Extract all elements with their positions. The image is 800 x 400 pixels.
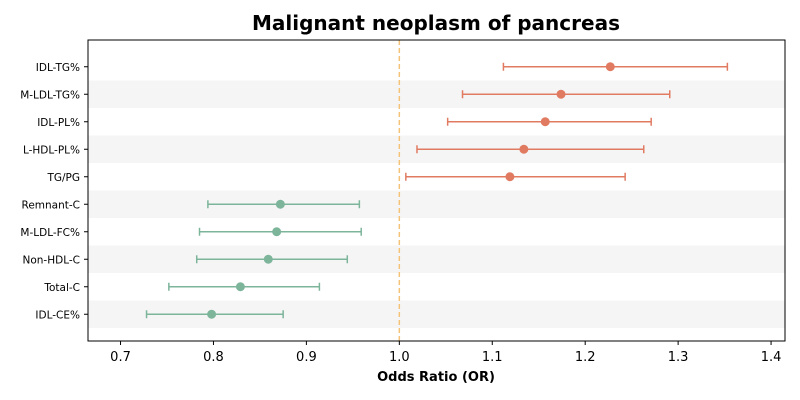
data-marks — [145, 62, 729, 319]
or-point — [556, 89, 566, 99]
or-point — [272, 227, 282, 237]
x-tick-label: 1.2 — [575, 350, 596, 365]
x-tick-label: 1.0 — [389, 350, 410, 365]
x-axis-label: Odds Ratio (OR) — [377, 370, 495, 385]
y-tick-label: IDL-TG% — [36, 62, 80, 74]
x-tick-label: 1.1 — [482, 350, 503, 365]
or-point — [207, 309, 217, 319]
row-bands — [88, 80, 785, 328]
or-point — [519, 144, 529, 154]
x-tick-label: 0.9 — [296, 350, 317, 365]
forest-row — [405, 172, 626, 182]
y-tick-label: IDL-PL% — [37, 117, 80, 129]
y-tick-label: M-LDL-FC% — [20, 227, 80, 239]
x-axis: 0.7 0.8 0.9 1.0 1.1 1.2 1.3 1.4 — [110, 341, 781, 365]
forest-row — [461, 89, 671, 99]
forest-row — [446, 117, 652, 127]
chart-title: Malignant neoplasm of pancreas — [252, 11, 620, 35]
y-tick-label: Non-HDL-C — [23, 254, 81, 266]
or-point — [505, 172, 515, 182]
forest-row — [198, 227, 362, 237]
plot-frame — [87, 39, 786, 342]
row-band — [88, 190, 785, 218]
or-point — [540, 117, 550, 127]
or-point — [263, 254, 273, 264]
forest-row — [207, 199, 361, 209]
y-tick-label: TG/PG — [46, 172, 80, 184]
forest-row — [416, 144, 645, 154]
y-tick-label: IDL-CE% — [35, 309, 80, 321]
y-tick-label: Total-C — [43, 282, 80, 294]
x-tick-label: 0.8 — [203, 350, 224, 365]
forest-row — [145, 309, 284, 319]
x-tick-label: 0.7 — [110, 350, 131, 365]
row-band — [88, 245, 785, 273]
y-tick-label: Remnant-C — [22, 199, 81, 211]
x-tick-label: 1.3 — [668, 350, 689, 365]
or-point — [235, 282, 245, 292]
or-point — [605, 62, 615, 72]
y-tick-label: M-LDL-TG% — [20, 89, 80, 101]
forest-row — [502, 62, 729, 72]
forest-row — [195, 254, 349, 264]
forest-row — [168, 282, 321, 292]
or-point — [275, 199, 285, 209]
y-tick-label: L-HDL-PL% — [23, 144, 80, 156]
y-axis: IDL-TG% M-LDL-TG% IDL-PL% L-HDL-PL% TG/PG Rem… — [20, 62, 88, 321]
row-band — [88, 80, 785, 108]
x-tick-label: 1.4 — [761, 350, 782, 365]
